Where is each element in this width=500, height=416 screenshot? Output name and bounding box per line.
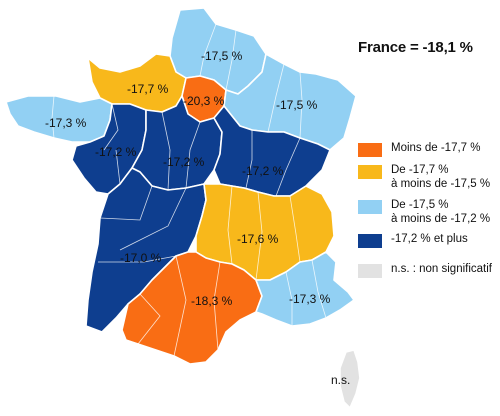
value-label-centre-val-de-loire: -17,2 %	[163, 155, 205, 169]
value-label-bourgogne-franche-comte: -17,2 %	[242, 164, 284, 178]
legend-label: De -17,7 % à moins de -17,5 %	[391, 164, 491, 190]
legend-item-dark-blue: -17,2 % et plus	[358, 232, 468, 248]
legend-item-light-blue: De -17,5 % à moins de -17,2 %	[358, 198, 490, 226]
legend-swatch	[358, 200, 382, 214]
legend-swatch	[358, 165, 382, 179]
department-borders	[51, 23, 327, 357]
legend-swatch	[358, 234, 382, 248]
value-label-bretagne: -17,3 %	[45, 116, 87, 130]
legend-item-grey: n.s. : non significatif	[358, 262, 492, 278]
national-total: France = -18,1 %	[358, 39, 473, 56]
legend-item-orange: Moins de -17,7 %	[358, 141, 481, 157]
legend-label: -17,2 % et plus	[391, 233, 468, 245]
region-corse	[339, 349, 361, 409]
legend-swatch	[358, 264, 382, 278]
legend-label: Moins de -17,7 %	[391, 142, 481, 154]
value-label-paca: -17,3 %	[289, 292, 331, 306]
region-bourgogne-franche-comte	[213, 105, 331, 197]
legend-swatch	[358, 143, 382, 157]
value-label-hauts-de-france: -17,5 %	[201, 49, 243, 63]
value-label-pays-de-la-loire: -17,2 %	[95, 145, 137, 159]
value-label-nouvelle-aquitaine: -17,0 %	[120, 251, 162, 265]
legend-item-yellow: De -17,7 % à moins de -17,5 %	[358, 163, 490, 191]
value-label-normandie: -17,7 %	[127, 82, 169, 96]
value-label-occitanie: -18,3 %	[191, 294, 233, 308]
value-label-ile-de-france: -20,3 %	[183, 94, 225, 108]
legend-label: n.s. : non significatif	[391, 263, 492, 275]
value-label-grand-est: -17,5 %	[276, 98, 318, 112]
legend-label: De -17,5 % à moins de -17,2 %	[391, 199, 491, 225]
value-label-corse: n.s.	[331, 373, 350, 387]
value-label-auvergne-rhone-alpes: -17,6 %	[237, 232, 279, 246]
